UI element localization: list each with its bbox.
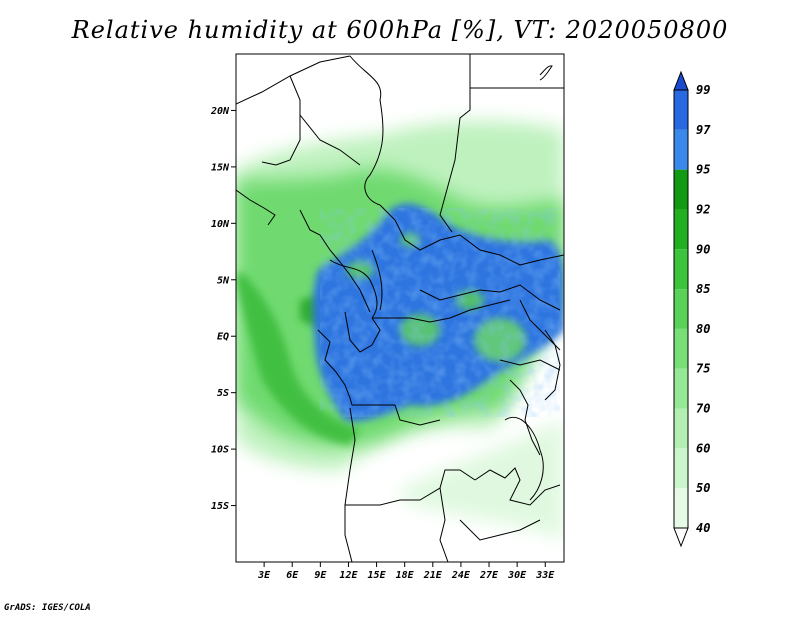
colorbar-segment [674, 448, 688, 489]
lon-tick-label: 9E [314, 570, 327, 581]
colorbar-level-label: 90 [696, 242, 710, 256]
colorbar-level-label: 75 [696, 362, 710, 376]
colorbar-segment [674, 289, 688, 329]
colorbar-level-label: 40 [696, 521, 710, 535]
colorbar-segment [674, 328, 688, 369]
colorbar-segment [674, 249, 688, 290]
lat-tick-label: 15N [211, 162, 230, 173]
lon-tick-label: 24E [451, 570, 471, 581]
country-borders [236, 54, 564, 562]
colorbar-level-label: 95 [696, 163, 710, 177]
colorbar-level-label: 50 [696, 481, 710, 495]
colorbar-segment [674, 368, 688, 409]
lat-tick-label: 10N [211, 219, 230, 230]
colorbar-segment [674, 129, 688, 170]
lon-tick-label: 15E [368, 570, 387, 581]
lat-tick-label: EQ [217, 332, 229, 343]
lon-tick-label: 21E [423, 570, 443, 581]
lat-tick-label: 20N [210, 106, 230, 117]
lat-tick-label: 10S [211, 445, 229, 456]
colorbar-level-label: 97 [696, 123, 711, 137]
colorbar-upper-arrow [673, 70, 689, 91]
lon-tick-label: 3E [257, 570, 271, 581]
lat-tick-label: 5N [217, 275, 230, 286]
colorbar-level-label: 92 [696, 202, 710, 216]
colorbar-segment [674, 169, 688, 210]
lon-tick-label: 18E [396, 570, 415, 581]
colorbar-outline [673, 89, 689, 529]
lon-tick-label: 30E [507, 570, 527, 581]
latitude-axis: 20N 15N 10N 5N EQ 5S 10S 15S [210, 106, 236, 512]
colorbar-level-label: 99 [696, 83, 710, 97]
humidity-field [236, 54, 564, 562]
colorbar-legend: 40 50 60 70 75 80 85 90 92 95 97 99 [673, 70, 711, 548]
map-title: Relative humidity at 600hPa [%], VT: 202… [71, 16, 729, 44]
lon-tick-label: 6E [286, 570, 299, 581]
colorbar-lower-arrow [673, 527, 689, 548]
colorbar-level-label: 80 [696, 322, 710, 336]
lat-tick-label: 5S [217, 388, 229, 399]
colorbar-segment [674, 209, 688, 250]
colorbar-segment [674, 488, 688, 528]
lon-tick-label: 12E [339, 570, 358, 581]
colorbar-level-label: 70 [696, 402, 710, 416]
map-frame [235, 53, 565, 563]
lat-tick-label: 15S [211, 501, 229, 512]
colorbar-segment [674, 408, 688, 449]
grads-credit: GrADS: IGES/COLA [4, 603, 91, 613]
lon-tick-label: 33E [535, 570, 555, 581]
colorbar-level-label: 85 [696, 282, 710, 296]
colorbar-level-label: 60 [696, 441, 710, 455]
longitude-axis: 3E 6E 9E 12E 15E 18E 21E 24E 27E 30E 33E [257, 562, 555, 581]
lon-tick-label: 27E [479, 570, 499, 581]
colorbar-segment [674, 90, 688, 130]
